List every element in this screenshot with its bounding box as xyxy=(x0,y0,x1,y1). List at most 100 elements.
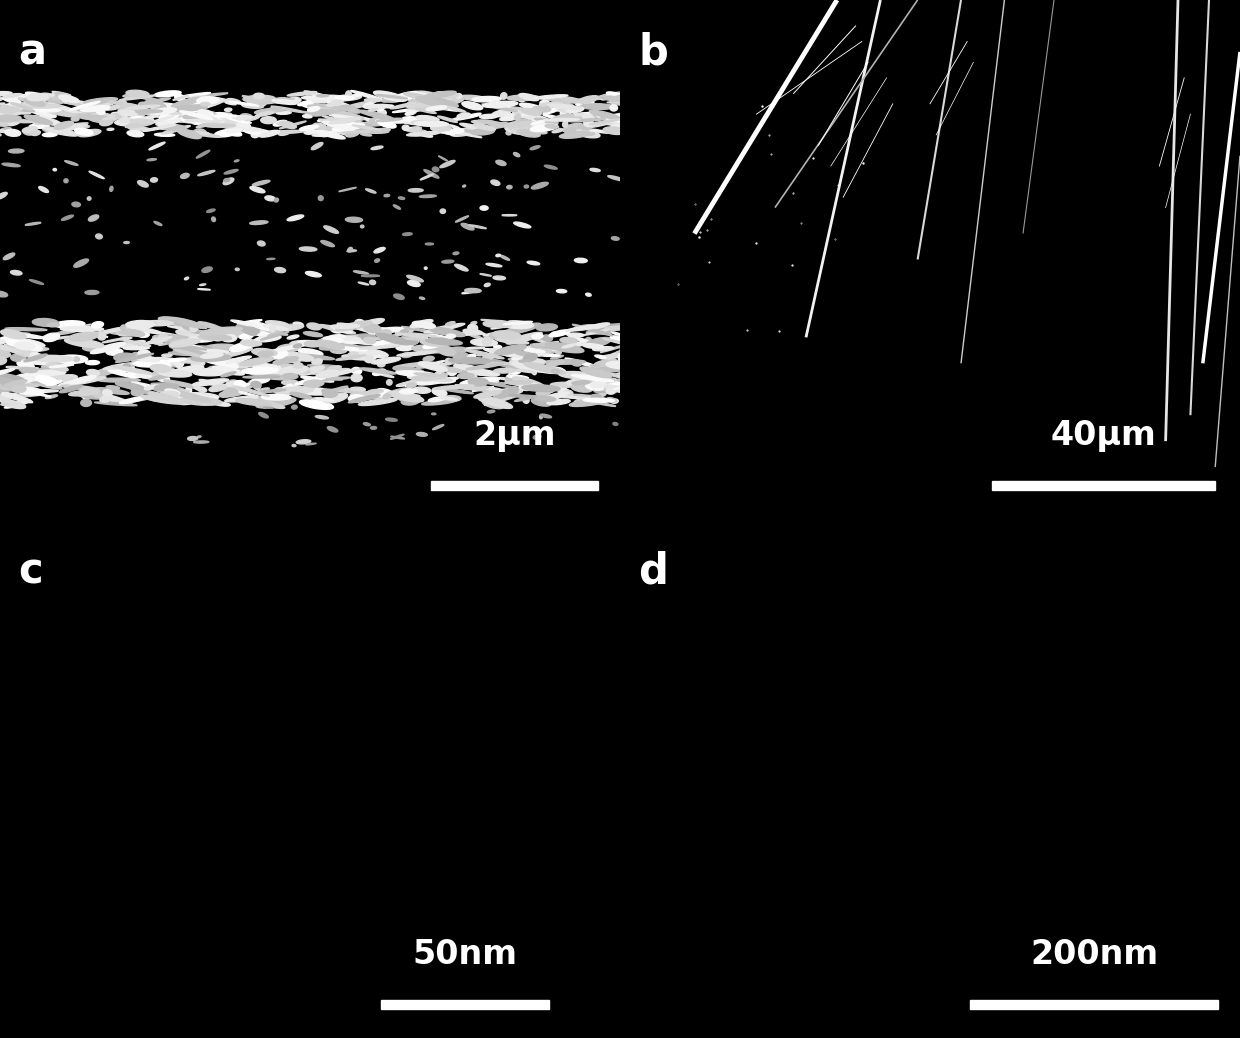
Ellipse shape xyxy=(352,125,381,130)
Ellipse shape xyxy=(274,387,314,394)
Ellipse shape xyxy=(246,327,258,335)
Ellipse shape xyxy=(532,333,543,338)
Ellipse shape xyxy=(68,377,105,385)
Ellipse shape xyxy=(600,105,608,108)
Ellipse shape xyxy=(477,353,487,356)
Ellipse shape xyxy=(193,441,208,443)
Ellipse shape xyxy=(10,378,33,384)
Ellipse shape xyxy=(490,349,502,355)
Ellipse shape xyxy=(445,322,455,326)
Ellipse shape xyxy=(393,204,401,210)
Ellipse shape xyxy=(42,133,57,137)
Ellipse shape xyxy=(327,121,346,129)
Ellipse shape xyxy=(365,105,391,109)
Ellipse shape xyxy=(117,328,131,336)
Ellipse shape xyxy=(446,128,477,134)
Ellipse shape xyxy=(388,91,420,102)
Ellipse shape xyxy=(94,402,138,406)
Ellipse shape xyxy=(115,119,143,126)
Ellipse shape xyxy=(574,380,604,390)
Ellipse shape xyxy=(484,349,525,358)
Ellipse shape xyxy=(466,370,500,376)
Ellipse shape xyxy=(377,110,387,116)
Ellipse shape xyxy=(326,101,343,107)
Ellipse shape xyxy=(587,331,611,334)
Ellipse shape xyxy=(546,125,558,129)
Ellipse shape xyxy=(443,395,461,402)
Ellipse shape xyxy=(243,129,273,135)
Ellipse shape xyxy=(430,128,454,135)
Ellipse shape xyxy=(543,118,579,121)
Ellipse shape xyxy=(407,132,439,136)
Ellipse shape xyxy=(131,353,140,357)
Ellipse shape xyxy=(72,125,89,128)
Ellipse shape xyxy=(6,340,31,348)
Ellipse shape xyxy=(17,120,36,122)
Ellipse shape xyxy=(401,335,418,345)
Ellipse shape xyxy=(263,328,279,332)
Ellipse shape xyxy=(180,108,191,115)
Ellipse shape xyxy=(353,271,368,274)
Ellipse shape xyxy=(402,116,422,122)
Ellipse shape xyxy=(274,198,279,202)
Ellipse shape xyxy=(577,382,615,391)
Ellipse shape xyxy=(179,358,202,363)
Ellipse shape xyxy=(515,112,527,115)
Ellipse shape xyxy=(134,360,169,367)
Ellipse shape xyxy=(343,101,376,109)
Ellipse shape xyxy=(458,374,474,379)
Ellipse shape xyxy=(430,334,450,340)
Ellipse shape xyxy=(20,367,37,373)
Ellipse shape xyxy=(77,114,93,119)
Ellipse shape xyxy=(396,371,436,377)
Ellipse shape xyxy=(446,349,459,351)
Ellipse shape xyxy=(593,112,609,118)
Ellipse shape xyxy=(229,368,248,375)
Ellipse shape xyxy=(0,391,32,403)
Ellipse shape xyxy=(321,118,352,124)
Ellipse shape xyxy=(317,130,329,132)
Ellipse shape xyxy=(0,379,21,384)
Ellipse shape xyxy=(103,389,112,397)
Ellipse shape xyxy=(188,348,200,355)
Ellipse shape xyxy=(159,334,167,342)
Ellipse shape xyxy=(226,102,236,105)
Ellipse shape xyxy=(560,110,567,116)
Ellipse shape xyxy=(5,400,31,408)
Ellipse shape xyxy=(41,117,48,120)
Ellipse shape xyxy=(496,160,506,165)
Ellipse shape xyxy=(273,120,286,126)
Ellipse shape xyxy=(299,349,322,356)
Ellipse shape xyxy=(267,344,306,353)
Ellipse shape xyxy=(126,108,138,114)
Ellipse shape xyxy=(97,378,140,382)
Ellipse shape xyxy=(507,95,539,101)
Ellipse shape xyxy=(278,352,315,359)
Ellipse shape xyxy=(450,114,480,120)
Ellipse shape xyxy=(155,112,172,118)
Ellipse shape xyxy=(241,114,253,120)
Ellipse shape xyxy=(347,109,361,113)
Ellipse shape xyxy=(404,122,435,127)
Ellipse shape xyxy=(56,355,88,363)
Ellipse shape xyxy=(31,94,62,104)
Ellipse shape xyxy=(569,400,606,407)
Ellipse shape xyxy=(438,348,456,356)
Ellipse shape xyxy=(454,353,467,359)
Ellipse shape xyxy=(11,385,26,392)
Ellipse shape xyxy=(541,349,557,355)
Ellipse shape xyxy=(258,100,270,103)
Ellipse shape xyxy=(619,99,646,104)
Ellipse shape xyxy=(294,344,301,348)
Ellipse shape xyxy=(522,385,560,391)
Ellipse shape xyxy=(198,322,221,329)
Ellipse shape xyxy=(69,327,108,337)
Ellipse shape xyxy=(376,333,410,345)
Ellipse shape xyxy=(126,90,149,97)
Ellipse shape xyxy=(9,348,48,352)
Ellipse shape xyxy=(304,91,335,100)
Ellipse shape xyxy=(575,104,585,107)
Ellipse shape xyxy=(358,346,401,349)
Ellipse shape xyxy=(196,151,210,158)
Ellipse shape xyxy=(589,120,618,128)
